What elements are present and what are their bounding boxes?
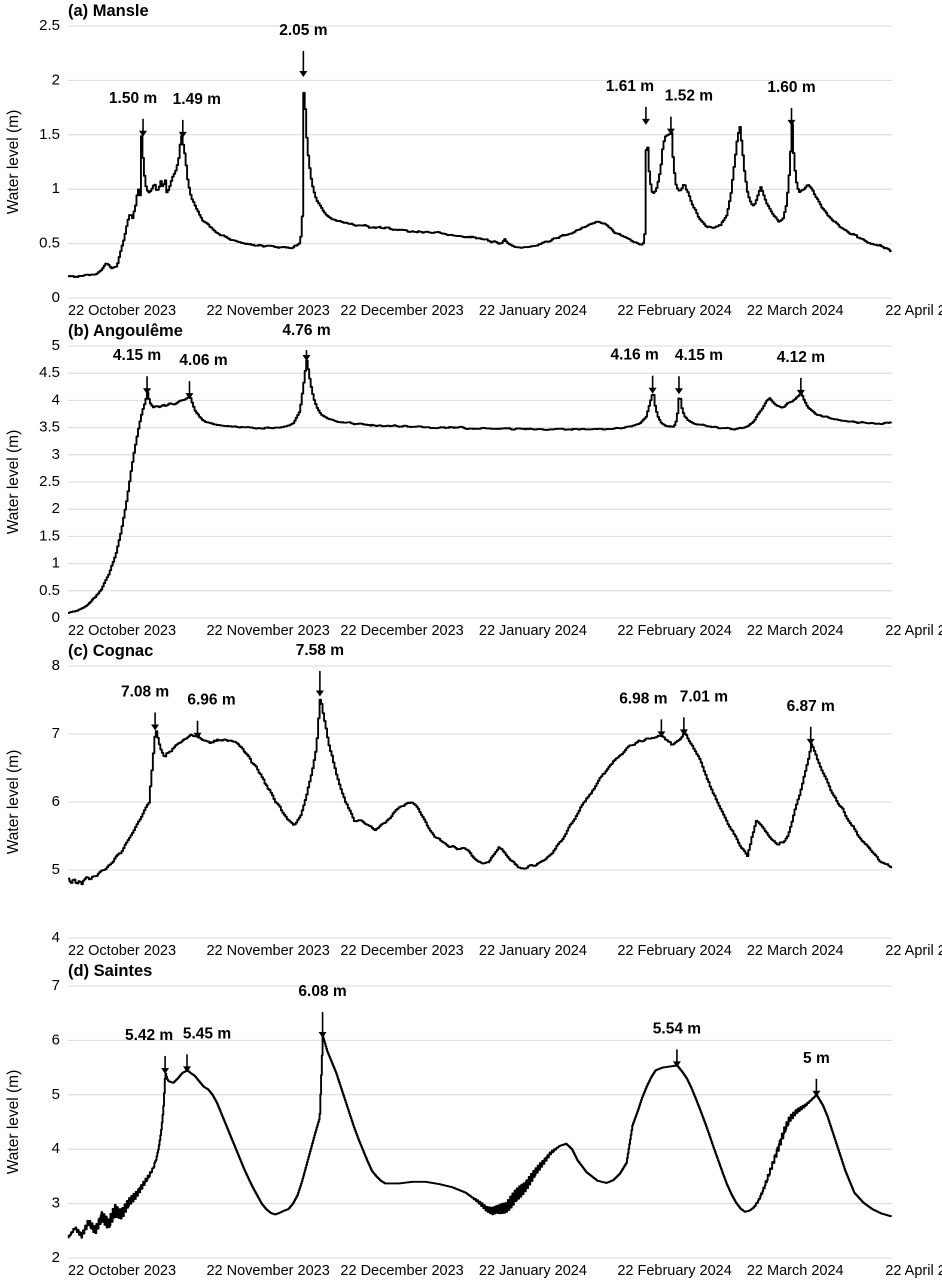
svg-text:22 November 2023: 22 November 2023 bbox=[206, 1263, 329, 1279]
svg-text:22 February 2024: 22 February 2024 bbox=[617, 303, 731, 319]
svg-text:6: 6 bbox=[52, 793, 60, 810]
svg-text:5.42 m: 5.42 m bbox=[125, 1027, 173, 1044]
svg-text:22 April 2024: 22 April 2024 bbox=[885, 623, 942, 639]
svg-text:22 March 2024: 22 March 2024 bbox=[747, 1263, 844, 1279]
svg-text:2.5: 2.5 bbox=[39, 473, 60, 490]
svg-text:4.15 m: 4.15 m bbox=[113, 347, 161, 364]
svg-text:3: 3 bbox=[52, 446, 60, 463]
svg-text:4.15 m: 4.15 m bbox=[675, 347, 723, 364]
svg-text:Water level (m): Water level (m) bbox=[5, 430, 22, 535]
svg-text:0: 0 bbox=[52, 609, 60, 626]
svg-text:1.61 m: 1.61 m bbox=[606, 78, 654, 95]
svg-text:3.5: 3.5 bbox=[39, 419, 60, 436]
svg-text:5: 5 bbox=[52, 861, 60, 878]
svg-text:4: 4 bbox=[52, 1140, 60, 1157]
svg-text:1.52 m: 1.52 m bbox=[665, 88, 713, 105]
svg-text:Water level (m): Water level (m) bbox=[5, 1070, 22, 1175]
svg-text:2.05 m: 2.05 m bbox=[279, 22, 327, 39]
svg-text:7: 7 bbox=[52, 977, 60, 994]
svg-text:22 February 2024: 22 February 2024 bbox=[617, 1263, 731, 1279]
svg-text:22 March 2024: 22 March 2024 bbox=[747, 303, 844, 319]
svg-text:5: 5 bbox=[52, 1086, 60, 1103]
svg-text:7: 7 bbox=[52, 725, 60, 742]
svg-text:Water level (m): Water level (m) bbox=[5, 750, 22, 855]
svg-text:(a) Mansle: (a) Mansle bbox=[68, 2, 149, 20]
svg-text:22 February 2024: 22 February 2024 bbox=[617, 943, 731, 959]
svg-text:22 October 2023: 22 October 2023 bbox=[68, 303, 176, 319]
svg-text:7.08 m: 7.08 m bbox=[121, 684, 169, 701]
svg-text:0.5: 0.5 bbox=[39, 582, 60, 599]
svg-text:22 April 2024: 22 April 2024 bbox=[885, 303, 942, 319]
svg-text:22 October 2023: 22 October 2023 bbox=[68, 943, 176, 959]
svg-text:1: 1 bbox=[52, 180, 60, 197]
svg-text:1: 1 bbox=[52, 555, 60, 572]
svg-text:6: 6 bbox=[52, 1031, 60, 1048]
svg-text:7.58 m: 7.58 m bbox=[296, 642, 344, 659]
svg-text:5.54 m: 5.54 m bbox=[653, 1020, 701, 1037]
svg-text:22 March 2024: 22 March 2024 bbox=[747, 943, 844, 959]
svg-text:22 October 2023: 22 October 2023 bbox=[68, 623, 176, 639]
svg-text:0: 0 bbox=[52, 289, 60, 306]
svg-text:22 October 2023: 22 October 2023 bbox=[68, 1263, 176, 1279]
svg-text:1.5: 1.5 bbox=[39, 527, 60, 544]
svg-text:5.45 m: 5.45 m bbox=[183, 1025, 231, 1042]
svg-text:1.50 m: 1.50 m bbox=[109, 90, 157, 107]
svg-text:4.76 m: 4.76 m bbox=[282, 322, 330, 339]
svg-text:22 April 2024: 22 April 2024 bbox=[885, 1263, 942, 1279]
svg-text:6.98 m: 6.98 m bbox=[619, 690, 667, 707]
svg-text:22 January 2024: 22 January 2024 bbox=[479, 1263, 587, 1279]
svg-text:1.49 m: 1.49 m bbox=[173, 91, 221, 108]
svg-text:22 January 2024: 22 January 2024 bbox=[479, 303, 587, 319]
svg-text:22 December 2023: 22 December 2023 bbox=[340, 943, 463, 959]
svg-text:2: 2 bbox=[52, 1249, 60, 1266]
svg-text:4.16 m: 4.16 m bbox=[610, 347, 658, 364]
svg-text:22 December 2023: 22 December 2023 bbox=[340, 1263, 463, 1279]
svg-text:2: 2 bbox=[52, 500, 60, 517]
svg-text:22 April 2024: 22 April 2024 bbox=[885, 943, 942, 959]
svg-text:22 January 2024: 22 January 2024 bbox=[479, 943, 587, 959]
svg-text:22 March 2024: 22 March 2024 bbox=[747, 623, 844, 639]
svg-text:22 December 2023: 22 December 2023 bbox=[340, 303, 463, 319]
svg-text:1.60 m: 1.60 m bbox=[767, 79, 815, 96]
svg-text:22 November 2023: 22 November 2023 bbox=[206, 623, 329, 639]
svg-text:(d) Saintes: (d) Saintes bbox=[68, 962, 152, 980]
svg-text:0.5: 0.5 bbox=[39, 235, 60, 252]
svg-text:4: 4 bbox=[52, 391, 60, 408]
svg-text:22 November 2023: 22 November 2023 bbox=[206, 943, 329, 959]
svg-text:(b) Angoulême: (b) Angoulême bbox=[68, 322, 183, 340]
svg-text:5 m: 5 m bbox=[803, 1050, 830, 1067]
svg-text:Water level (m): Water level (m) bbox=[5, 110, 22, 215]
svg-text:22 November 2023: 22 November 2023 bbox=[206, 303, 329, 319]
svg-text:(c) Cognac: (c) Cognac bbox=[68, 642, 153, 660]
svg-text:2.5: 2.5 bbox=[39, 17, 60, 34]
svg-text:4.5: 4.5 bbox=[39, 364, 60, 381]
svg-text:6.96 m: 6.96 m bbox=[187, 692, 235, 709]
svg-text:4: 4 bbox=[52, 929, 60, 946]
svg-text:7.01 m: 7.01 m bbox=[680, 688, 728, 705]
svg-text:6.87 m: 6.87 m bbox=[787, 698, 835, 715]
svg-text:22 December 2023: 22 December 2023 bbox=[340, 623, 463, 639]
svg-text:3: 3 bbox=[52, 1195, 60, 1212]
svg-text:22 January 2024: 22 January 2024 bbox=[479, 623, 587, 639]
svg-text:22 February 2024: 22 February 2024 bbox=[617, 623, 731, 639]
svg-text:8: 8 bbox=[52, 657, 60, 674]
svg-text:5: 5 bbox=[52, 337, 60, 354]
svg-text:2: 2 bbox=[52, 71, 60, 88]
svg-text:1.5: 1.5 bbox=[39, 126, 60, 143]
svg-text:4.06 m: 4.06 m bbox=[179, 352, 227, 369]
svg-text:4.12 m: 4.12 m bbox=[777, 349, 825, 366]
svg-text:6.08 m: 6.08 m bbox=[298, 983, 346, 1000]
